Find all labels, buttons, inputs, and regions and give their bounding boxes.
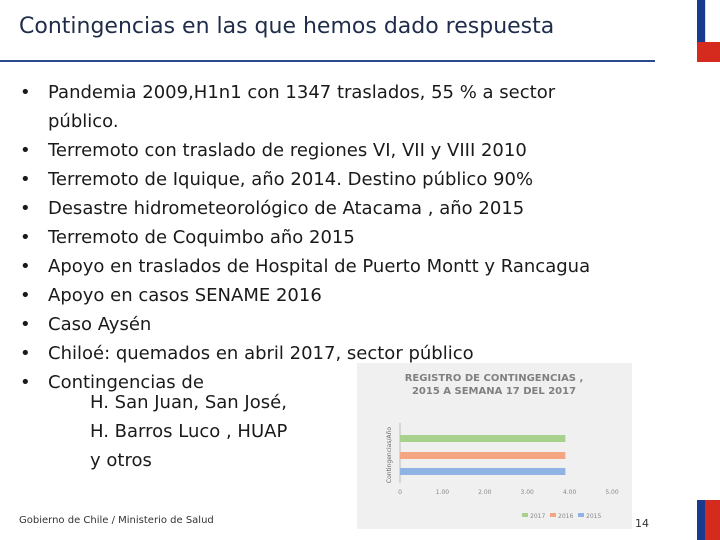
sub-line: y otros [90,450,152,471]
chile-flag-bottom [697,500,720,540]
bullet-item: • Pandemia 2009,H1n1 con 1347 traslados, … [20,82,556,103]
chart-x-tick: 0 [398,489,402,496]
bullet-item: • Caso Aysén [20,314,152,335]
slide-title: Contingencias en las que hemos dado resp… [19,14,555,39]
chart-legend-label: 2015 [586,513,601,520]
chart-legend-label: 2017 [530,513,545,520]
chart-x-tick: 5.00 [605,489,619,496]
flag-white-stripe [705,0,720,42]
bullet-item: • Chiloé: quemados en abril 2017, sector … [20,343,474,364]
bullet-item: • Terremoto de Coquimbo año 2015 [20,227,355,248]
chart-svg: REGISTRO DE CONTINGENCIAS , 2015 A SEMANA… [386,373,619,520]
bullet-item: • Apoyo en casos SENAME 2016 [20,285,322,306]
bullet-item: • Contingencias de [20,372,204,393]
flag-red-stripe [705,500,720,540]
chart-x-tick: 3.00 [521,489,535,496]
chart-bar-2017 [400,435,566,442]
sub-line: H. Barros Luco , HUAP [90,421,288,442]
contingency-chart: REGISTRO DE CONTINGENCIAS , 2015 A SEMANA… [357,363,632,529]
chart-legend-swatch [522,513,528,517]
chile-flag-top [697,0,720,62]
bullet-item: • Desastre hidrometeorológico de Atacama … [20,198,525,219]
bullet-item: • Apoyo en traslados de Hospital de Puert… [20,256,591,277]
chart-legend-swatch [578,513,584,517]
chart-x-tick: 4.00 [563,489,577,496]
bullet-item: • Terremoto de Iquique, año 2014. Destino… [20,169,534,190]
chart-x-tick: 2.00 [478,489,492,496]
bullet-list: • Pandemia 2009,H1n1 con 1347 traslados, … [20,78,660,397]
chart-title-line: 2015 A SEMANA 17 DEL 2017 [412,386,576,397]
chart-legend-label: 2016 [558,513,573,520]
bullet-continuation: público. [48,111,119,132]
sub-line: H. San Juan, San José, [90,392,287,413]
flag-red-stripe [697,42,720,62]
chart-x-tick: 1.00 [436,489,450,496]
chart-bar-2016 [400,452,566,459]
chart-bar-2015 [400,468,566,475]
chart-legend-swatch [550,513,556,517]
chart-ylabel: Contingencias/Año [386,427,393,483]
chart-title-line: REGISTRO DE CONTINGENCIAS , [405,373,584,384]
title-divider [0,60,655,62]
flag-blue-stripe [697,500,705,540]
footer-text: Gobierno de Chile / Ministerio de Salud [19,515,214,526]
bullet-item: • Terremoto con traslado de regiones VI, … [20,140,527,161]
flag-blue-stripe [697,0,705,62]
page-number: 14 [635,517,649,530]
